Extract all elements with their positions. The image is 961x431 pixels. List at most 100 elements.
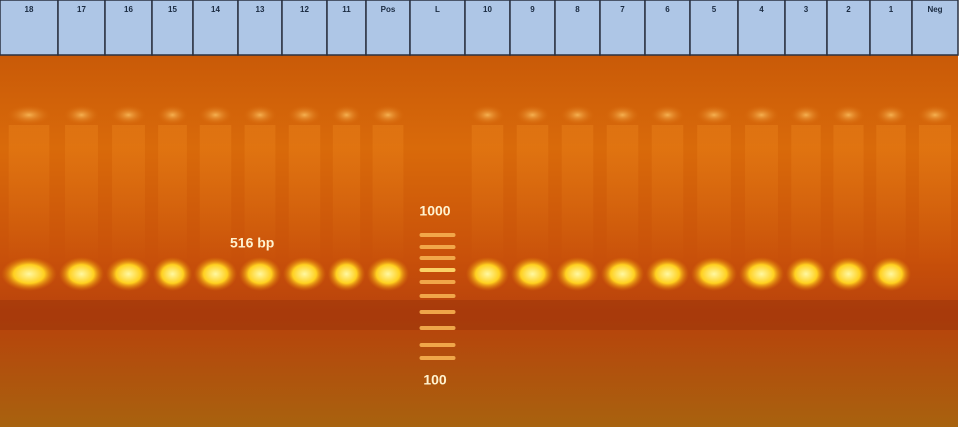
lane-label: 6 [665,5,670,14]
band [510,257,555,291]
band [555,257,600,291]
ladder-band [419,326,456,330]
well [371,105,405,125]
well [331,105,362,125]
ladder-band [419,233,456,237]
smear [332,125,361,265]
well [243,105,277,125]
band [738,257,785,291]
ladder-top-label: 1000 [419,203,450,219]
ladder-band [419,294,456,298]
band [1,257,57,291]
ladder-band [419,343,456,347]
lane-label: 8 [575,5,580,14]
well [63,105,100,125]
lane-label: 11 [342,5,351,14]
smear [199,125,232,265]
lane-header [784,0,828,56]
band-size-label: 516 bp [230,235,274,251]
smear [516,125,549,265]
lane-label: 10 [483,5,492,14]
lane-label: 16 [124,5,133,14]
well [110,105,147,125]
band [193,257,238,291]
band [58,257,105,291]
well [875,105,907,125]
well [470,105,505,125]
smear [158,125,187,265]
lane-label: 9 [530,5,535,14]
lane-header [509,0,556,56]
band [152,257,193,291]
well [515,105,550,125]
lane-label: 18 [25,5,34,14]
well [287,105,322,125]
smear [791,125,821,265]
lane-label: Neg [927,5,942,14]
band [785,257,827,291]
well [198,105,233,125]
well [743,105,780,125]
well [695,105,733,125]
lane-label: 4 [759,5,764,14]
band [282,257,327,291]
lane-header [326,0,367,56]
lane-label: 14 [211,5,220,14]
lane-header [57,0,106,56]
lane-header [464,0,511,56]
smear [288,125,321,265]
band [870,257,912,291]
lane-header [644,0,691,56]
ladder-bottom-label: 100 [423,372,447,388]
band [465,257,510,291]
lane-header [104,0,153,56]
ladder-band [419,356,456,360]
lane-label: 7 [620,5,625,14]
well [560,105,595,125]
lane-label: 17 [77,5,86,14]
ladder-band [419,310,456,314]
smear [697,125,731,265]
band [366,257,410,291]
smear [561,125,594,265]
ladder-band [419,245,456,249]
lane-header [599,0,646,56]
dark-zone [0,300,958,330]
smear [8,125,50,265]
lane-header [737,0,786,56]
well [6,105,52,125]
well [605,105,640,125]
ladder-band [419,268,456,272]
well [917,105,953,125]
smear [833,125,864,265]
lane-label: 12 [300,5,309,14]
lane-label: 5 [712,5,717,14]
lane-label: L [435,5,440,14]
smear [606,125,639,265]
smear [372,125,404,265]
smear [876,125,906,265]
smear [65,125,98,265]
lane-label: 15 [168,5,177,14]
lane-header [869,0,913,56]
well [650,105,685,125]
lane-header [237,0,283,56]
lane-label: Pos [381,5,396,14]
band [600,257,645,291]
band [645,257,690,291]
band [327,257,366,291]
band [690,257,738,291]
lane-label: 1 [889,5,894,14]
smear [471,125,504,265]
smear [918,125,952,265]
lane-header [281,0,328,56]
lane-label: 2 [846,5,851,14]
well [832,105,865,125]
lanes [1,105,953,360]
smear [244,125,276,265]
ladder-band [419,256,456,260]
lane-header [689,0,739,56]
band [105,257,152,291]
smear [112,125,145,265]
